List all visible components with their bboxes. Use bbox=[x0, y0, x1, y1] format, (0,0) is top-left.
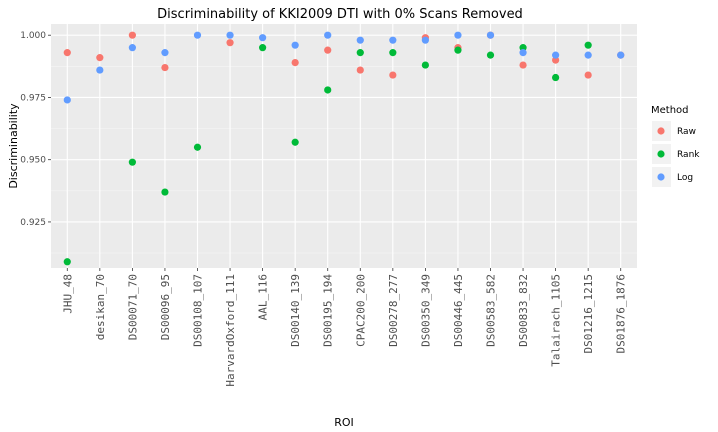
point-rank bbox=[63, 258, 71, 266]
x-tick-label: DS00108_107 bbox=[192, 274, 205, 347]
point-raw bbox=[356, 66, 364, 74]
point-log bbox=[389, 36, 397, 44]
point-rank bbox=[128, 158, 136, 166]
point-rank bbox=[291, 138, 299, 146]
point-rank bbox=[552, 73, 560, 82]
x-tick-label: JHU_48 bbox=[61, 274, 74, 314]
point-rank bbox=[486, 51, 495, 59]
x-tick-label: DS00140_139 bbox=[289, 274, 302, 347]
x-tick-label: DS00446_445 bbox=[452, 274, 465, 347]
point-raw bbox=[519, 61, 527, 69]
point-log bbox=[584, 51, 592, 59]
point-raw bbox=[552, 56, 560, 64]
legend-marker-log bbox=[657, 173, 665, 181]
y-axis-title: Discriminability bbox=[7, 103, 20, 189]
point-raw bbox=[389, 71, 397, 79]
point-rank bbox=[356, 49, 364, 57]
point-log bbox=[356, 36, 364, 44]
point-rank bbox=[454, 46, 462, 54]
x-tick-label: DS01216_1215 bbox=[582, 274, 595, 353]
x-tick-label: Talairach_1105 bbox=[550, 274, 563, 367]
point-rank bbox=[259, 44, 267, 52]
point-log bbox=[324, 31, 332, 39]
point-log bbox=[519, 49, 527, 57]
legend-label-log: Log bbox=[677, 173, 693, 183]
point-raw bbox=[63, 49, 71, 57]
x-axis: JHU_48 desikan_70 DS00071_70 DS00096_95 DS00… bbox=[61, 268, 628, 387]
point-log bbox=[486, 31, 495, 39]
x-tick-label: HarvardOxford_111 bbox=[224, 274, 237, 387]
point-log bbox=[161, 49, 169, 57]
x-tick-label: DS01876_1876 bbox=[615, 274, 628, 353]
point-raw bbox=[128, 31, 136, 39]
x-tick-label: DS00195_194 bbox=[322, 274, 335, 347]
y-tick-label: 0.975 bbox=[20, 93, 46, 103]
point-log bbox=[226, 31, 234, 39]
point-rank bbox=[161, 188, 169, 196]
legend-label-raw: Raw bbox=[677, 127, 696, 137]
point-log bbox=[259, 34, 267, 42]
x-tick-label: AAL_116 bbox=[257, 274, 270, 320]
legend-marker-rank bbox=[657, 150, 665, 158]
point-rank bbox=[519, 44, 527, 52]
point-raw bbox=[96, 54, 104, 62]
y-tick-label: 1.000 bbox=[20, 31, 46, 41]
legend-title: Method bbox=[651, 105, 689, 116]
x-tick-label: desikan_70 bbox=[94, 274, 107, 340]
point-log bbox=[193, 31, 202, 39]
x-tick-label: DS00833_832 bbox=[517, 274, 530, 347]
x-tick-label: CPAC200_200 bbox=[354, 274, 367, 347]
legend-label-rank: Rank bbox=[677, 150, 700, 160]
x-tick-label: DS00071_70 bbox=[126, 274, 139, 340]
data-points bbox=[63, 31, 625, 266]
point-raw bbox=[226, 39, 234, 47]
x-tick-label: DS00350_349 bbox=[419, 274, 432, 347]
point-rank bbox=[421, 61, 429, 69]
point-log bbox=[552, 51, 560, 59]
point-raw bbox=[291, 58, 299, 67]
point-rank bbox=[324, 86, 332, 94]
minor-gridlines bbox=[51, 66, 637, 254]
x-tick-label: DS00096_95 bbox=[159, 274, 172, 340]
point-rank bbox=[389, 49, 397, 57]
legend-marker-raw bbox=[657, 127, 665, 135]
x-tick-label: DS00583_582 bbox=[485, 274, 498, 347]
x-axis-title: ROI bbox=[334, 416, 354, 429]
y-tick-label: 0.950 bbox=[20, 156, 46, 166]
point-log bbox=[96, 66, 104, 74]
point-log bbox=[421, 36, 429, 44]
point-log bbox=[128, 44, 136, 52]
y-axis: 0.925 0.950 0.975 1.000 bbox=[20, 31, 51, 228]
point-rank bbox=[584, 41, 592, 49]
point-log bbox=[617, 51, 625, 59]
chart-title: Discriminability of KKI2009 DTI with 0% … bbox=[157, 7, 523, 22]
plot-panel bbox=[51, 24, 637, 268]
x-tick-label: DS00278_277 bbox=[387, 274, 400, 347]
point-log bbox=[291, 41, 299, 49]
point-log bbox=[454, 31, 462, 39]
point-raw bbox=[324, 46, 332, 54]
point-raw bbox=[584, 71, 592, 79]
point-log bbox=[63, 96, 71, 104]
point-rank bbox=[193, 143, 202, 151]
y-tick-label: 0.925 bbox=[20, 218, 46, 228]
legend: Method Raw Rank Log bbox=[651, 105, 700, 187]
point-raw bbox=[161, 63, 169, 72]
